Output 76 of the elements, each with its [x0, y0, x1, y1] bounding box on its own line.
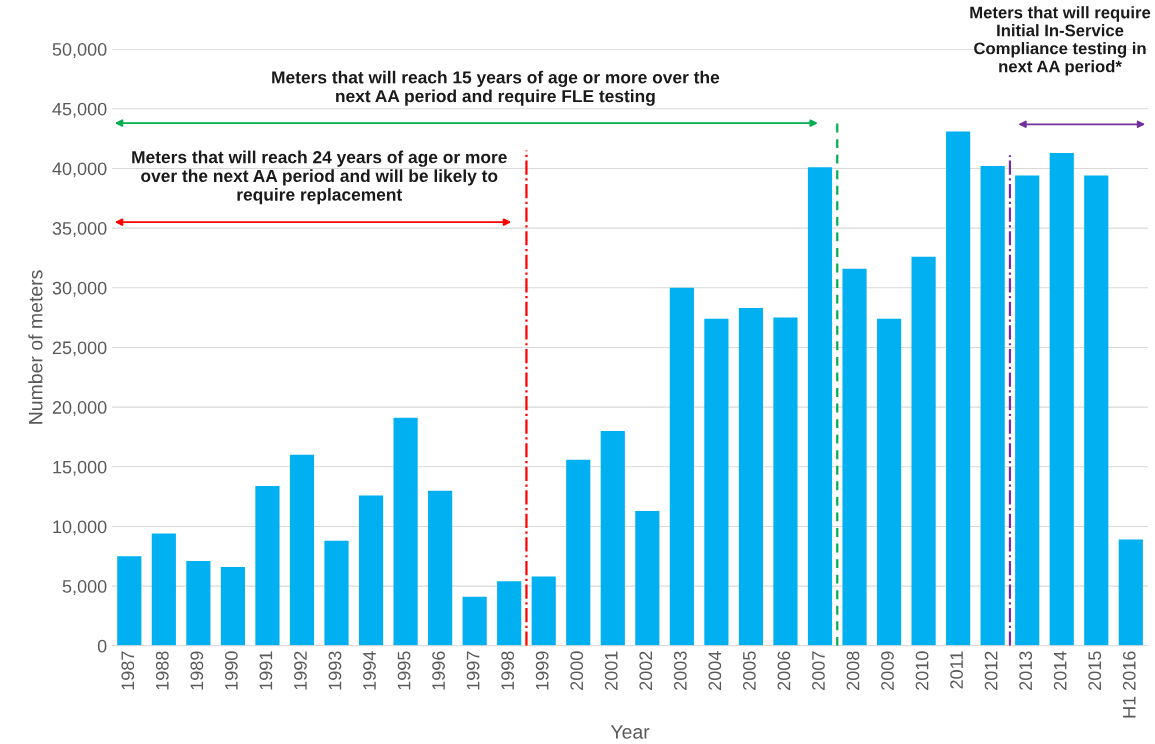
- x-tick-label: 1991: [259, 651, 273, 690]
- bar: [151, 533, 176, 646]
- bar: [462, 596, 487, 646]
- y-tick-label: 15,000: [53, 460, 107, 476]
- y-tick-label: 35,000: [52, 222, 107, 237]
- x-tick-label: 2005: [742, 651, 756, 690]
- bar: [773, 317, 798, 646]
- bar: [1118, 539, 1143, 646]
- bar: [428, 490, 453, 646]
- annotation: Meters that will reach 15 years of age or more over the next AA period and require FLE testing: [272, 70, 720, 106]
- y-axis-title: Number of meters: [28, 270, 43, 424]
- bar: [876, 318, 902, 646]
- x-tick-label: 1996: [432, 651, 445, 690]
- x-tick-label: 1997: [466, 651, 480, 690]
- x-tick-label: 1988: [155, 651, 169, 690]
- bar: [1049, 152, 1074, 646]
- annotation: Meters that will require Initial In-Service Compliance testing in next AA period*: [970, 6, 1151, 76]
- x-tick-label: 1987: [121, 651, 135, 690]
- x-tick-label: 2011: [950, 651, 963, 689]
- x-tick-label: 1989: [190, 651, 204, 690]
- x-tick-label: H1 2016: [1122, 651, 1136, 718]
- bar: [738, 308, 764, 646]
- bar: [669, 287, 694, 646]
- y-tick-label: 25,000: [52, 341, 107, 357]
- y-tick-label: 50,000: [52, 43, 107, 58]
- bar: [946, 131, 971, 646]
- x-tick-label: 2004: [708, 651, 722, 690]
- x-tick-label: 2008: [846, 651, 860, 690]
- bar: [1015, 175, 1040, 646]
- x-tick-label: 1993: [328, 651, 342, 690]
- bar: [635, 510, 660, 646]
- bar: [531, 576, 556, 646]
- y-tick-label: 45,000: [52, 102, 107, 118]
- bar: [911, 256, 936, 646]
- x-tick-label: 1990: [224, 651, 238, 690]
- y-tick-label: 0: [97, 639, 107, 653]
- y-tick-label: 10,000: [53, 520, 107, 536]
- bar: [980, 166, 1005, 646]
- x-tick-label: 2002: [639, 651, 653, 690]
- bar: [186, 561, 211, 646]
- x-tick-label: 2012: [984, 651, 998, 690]
- bar: [704, 318, 729, 646]
- x-axis-title: Year: [610, 725, 650, 739]
- x-tick-label: 1992: [294, 651, 307, 690]
- bar: [393, 417, 418, 646]
- x-tick-label: 2007: [812, 651, 825, 690]
- bar: [324, 540, 349, 646]
- x-tick-label: 2001: [604, 651, 618, 690]
- x-tick-label: 1998: [501, 651, 515, 690]
- bar: [220, 567, 245, 646]
- x-tick-label: 2003: [673, 651, 687, 690]
- x-tick-label: 1994: [363, 651, 376, 690]
- bar: [842, 268, 867, 646]
- annotation: Meters that will reach 24 years of age or more over the next AA period and will be likely to require replacement: [132, 150, 507, 205]
- bar: [566, 459, 591, 646]
- x-tick-label: 2009: [881, 651, 894, 690]
- bar: [358, 495, 384, 646]
- x-tick-label: 2006: [777, 651, 791, 690]
- y-tick-label: 40,000: [52, 162, 107, 178]
- bar: [255, 485, 280, 646]
- y-tick-label: 30,000: [52, 281, 107, 297]
- x-tick-label: 2010: [915, 651, 929, 690]
- x-tick-label: 2000: [570, 651, 584, 690]
- x-tick-label: 1999: [535, 651, 549, 690]
- y-tick-label: 5,000: [62, 580, 107, 595]
- x-tick-label: 1995: [397, 651, 411, 690]
- bar: [117, 556, 142, 646]
- bar: [1084, 175, 1109, 646]
- bar: [289, 454, 315, 646]
- bar: [807, 167, 833, 646]
- x-tick-label: 2014: [1053, 651, 1067, 690]
- x-tick-label: 2015: [1088, 651, 1102, 690]
- x-tick-label: 2013: [1019, 651, 1033, 690]
- bar: [600, 430, 625, 646]
- bar: [497, 581, 522, 646]
- y-tick-label: 20,000: [52, 401, 107, 416]
